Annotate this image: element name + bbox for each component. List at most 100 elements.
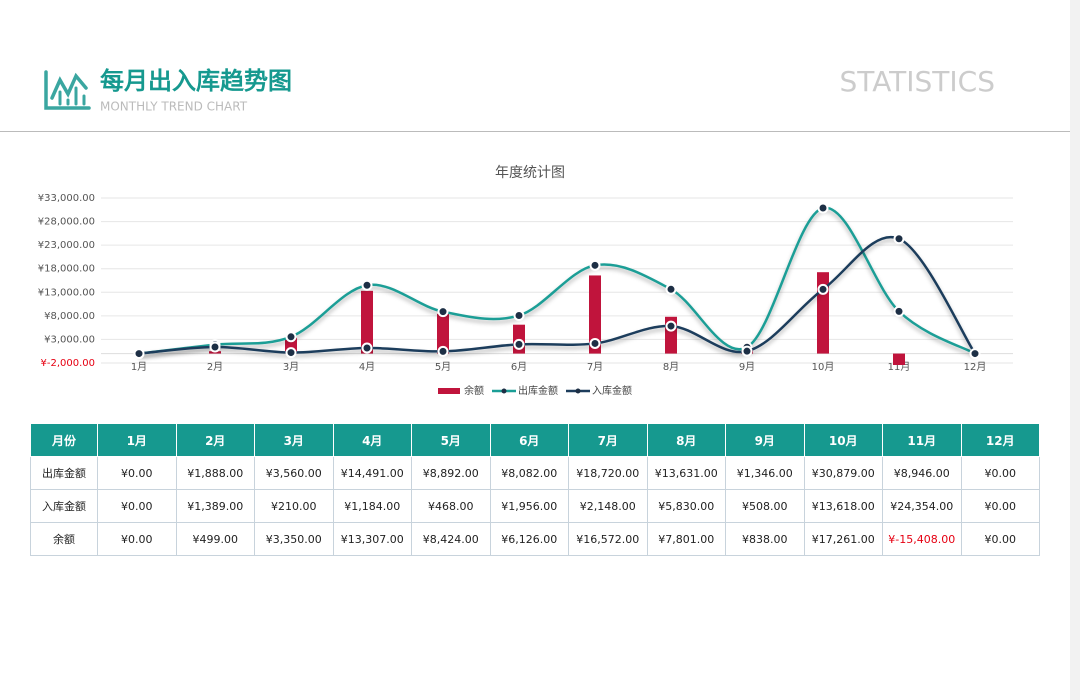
table-cell: ¥508.00 bbox=[725, 489, 805, 523]
table-cell: ¥1,346.00 bbox=[725, 456, 805, 490]
table-cell: ¥0.00 bbox=[97, 489, 177, 523]
x-tick-label: 8月 bbox=[663, 361, 679, 373]
header-cell: 12月 bbox=[960, 423, 1040, 457]
x-tick-label: 4月 bbox=[359, 361, 375, 373]
table-cell: ¥30,879.00 bbox=[803, 456, 883, 490]
table-cell: ¥16,572.00 bbox=[568, 522, 648, 556]
table-cell: ¥2,148.00 bbox=[568, 489, 648, 523]
point bbox=[893, 305, 905, 317]
table-cell: ¥1,956.00 bbox=[489, 489, 569, 523]
point bbox=[589, 259, 601, 271]
header-cell: 3月 bbox=[254, 423, 334, 457]
point bbox=[817, 202, 829, 214]
header-icon bbox=[44, 70, 91, 110]
table-cell: ¥7,801.00 bbox=[646, 522, 726, 556]
bar bbox=[361, 290, 373, 354]
chart: 每月出入库趋势图 MONTHLY TREND CHART STATISTICS … bbox=[0, 65, 1070, 397]
y-tick-label: ¥18,000.00 bbox=[38, 264, 95, 275]
y-tick-label: ¥33,000.00 bbox=[38, 193, 95, 204]
table-cell: ¥13,631.00 bbox=[646, 456, 726, 490]
row-label: 余额 bbox=[30, 522, 98, 556]
point bbox=[969, 348, 981, 360]
table-cell: ¥17,261.00 bbox=[803, 522, 883, 556]
header-cell: 8月 bbox=[646, 423, 726, 457]
table-cell: ¥838.00 bbox=[725, 522, 805, 556]
plot-area bbox=[209, 272, 905, 365]
point bbox=[285, 347, 297, 359]
table-cell: ¥0.00 bbox=[97, 522, 177, 556]
point bbox=[437, 306, 449, 318]
table-cell: ¥0.00 bbox=[960, 489, 1040, 523]
header-cell: 5月 bbox=[411, 423, 491, 457]
table-cell: ¥3,350.00 bbox=[254, 522, 334, 556]
line bbox=[138, 235, 977, 355]
point bbox=[209, 341, 221, 353]
legend-label: 入库金额 bbox=[592, 384, 632, 397]
x-tick-label: 1月 bbox=[131, 361, 147, 373]
point bbox=[665, 320, 677, 332]
table-row: 出库金额 ¥0.00 ¥1,888.00 ¥3,560.00 ¥14,491.00 ¥8,… bbox=[30, 456, 1040, 490]
table-cell: ¥13,618.00 bbox=[803, 489, 883, 523]
header-cell: 11月 bbox=[882, 423, 962, 457]
table-row: 入库金额 ¥0.00 ¥1,389.00 ¥210.00 ¥1,184.00 ¥468.0… bbox=[30, 489, 1040, 523]
point bbox=[589, 337, 601, 349]
x-tick-label: 6月 bbox=[511, 361, 527, 373]
table-row: 余额 ¥0.00 ¥499.00 ¥3,350.00 ¥13,307.00 ¥8,424.… bbox=[30, 522, 1040, 556]
y-tick-label: ¥23,000.00 bbox=[38, 240, 95, 251]
bar bbox=[893, 353, 905, 365]
header-cell: 1月 bbox=[97, 423, 177, 457]
x-tick-label: 2月 bbox=[207, 361, 223, 373]
point bbox=[513, 338, 525, 350]
table-cell: ¥1,184.00 bbox=[332, 489, 412, 523]
legend-label: 出库金额 bbox=[518, 384, 558, 397]
table-cell: ¥0.00 bbox=[960, 456, 1040, 490]
point bbox=[361, 279, 373, 291]
header-cell: 10月 bbox=[803, 423, 883, 457]
table-cell: ¥6,126.00 bbox=[489, 522, 569, 556]
header-cell: 9月 bbox=[725, 423, 805, 457]
page-title: 每月出入库趋势图 bbox=[100, 67, 292, 95]
y-tick-label: ¥-2,000.00 bbox=[40, 358, 95, 369]
table-cell: ¥8,892.00 bbox=[411, 456, 491, 490]
point bbox=[741, 345, 753, 357]
table-cell: ¥3,560.00 bbox=[254, 456, 334, 490]
x-tick-label: 9月 bbox=[739, 361, 755, 373]
y-tick-label: ¥13,000.00 bbox=[38, 287, 95, 298]
point bbox=[361, 342, 373, 354]
x-tick-label: 10月 bbox=[812, 361, 835, 373]
point bbox=[285, 331, 297, 343]
table-cell: ¥-15,408.00 bbox=[882, 522, 962, 556]
y-tick-label: ¥8,000.00 bbox=[44, 311, 95, 322]
header-cell: 6月 bbox=[489, 423, 569, 457]
legend-dot bbox=[575, 388, 581, 394]
data-table: 月份 1月 2月 3月 4月 5月 6月 7月 8月 9月 10月 11月 12月 出库金额 ¥0.00 ¥… bbox=[30, 423, 1040, 556]
x-tick-label: 3月 bbox=[283, 361, 299, 373]
row-label: 出库金额 bbox=[30, 456, 98, 490]
x-tick-label: 12月 bbox=[964, 361, 987, 373]
table-cell: ¥210.00 bbox=[254, 489, 334, 523]
table-cell: ¥1,389.00 bbox=[175, 489, 255, 523]
table-cell: ¥499.00 bbox=[175, 522, 255, 556]
point bbox=[817, 283, 829, 295]
header-cell: 7月 bbox=[568, 423, 648, 457]
table-cell: ¥5,830.00 bbox=[646, 489, 726, 523]
table-cell: ¥18,720.00 bbox=[568, 456, 648, 490]
point bbox=[133, 348, 145, 360]
point bbox=[513, 309, 525, 321]
table-cell: ¥13,307.00 bbox=[332, 522, 412, 556]
x-tick-label: 7月 bbox=[587, 361, 603, 373]
table-cell: ¥468.00 bbox=[411, 489, 491, 523]
table-cell: ¥8,424.00 bbox=[411, 522, 491, 556]
header-cell: 2月 bbox=[175, 423, 255, 457]
line bbox=[138, 206, 976, 355]
legend-swatch bbox=[438, 388, 460, 394]
table-cell: ¥0.00 bbox=[960, 522, 1040, 556]
legend-dot bbox=[501, 388, 507, 394]
table-cell: ¥24,354.00 bbox=[882, 489, 962, 523]
table-cell: ¥8,082.00 bbox=[489, 456, 569, 490]
legend-label: 余额 bbox=[464, 384, 484, 397]
point bbox=[665, 283, 677, 295]
page-subtitle: MONTHLY TREND CHART bbox=[100, 100, 248, 114]
point bbox=[437, 345, 449, 357]
